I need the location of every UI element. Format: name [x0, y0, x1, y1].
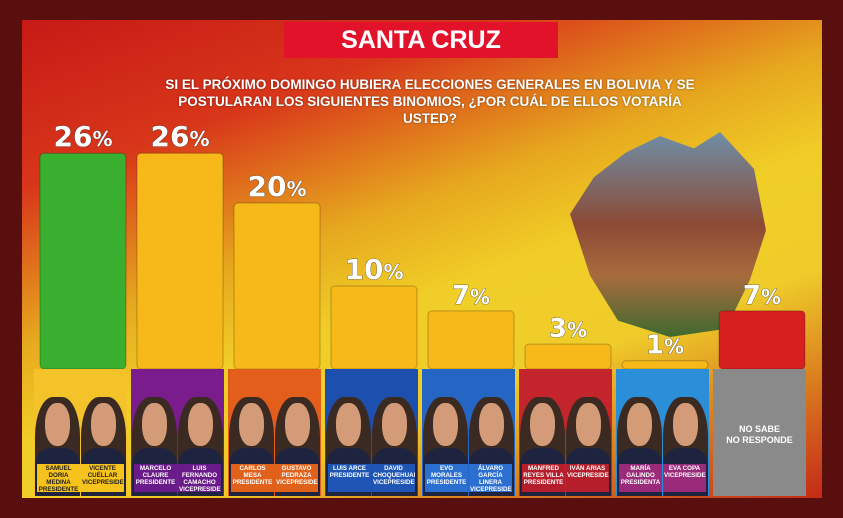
- face: [576, 402, 602, 447]
- bar-value-label-7: 1%: [646, 331, 684, 361]
- bar-1: [39, 152, 127, 370]
- vice-president-name-tag-role: VICEPRESIDENTA: [664, 472, 706, 479]
- bar-value-label-2: 26%: [150, 120, 209, 153]
- face: [238, 402, 264, 447]
- president-name-tag-name: SAMUEL DORIA MEDINA: [45, 465, 72, 486]
- president-name-tag-name: EVO MORALES: [431, 465, 462, 479]
- president-name-tag-name: MARÍA GALINDO: [626, 465, 655, 479]
- vice-president-name-tag-name: LUIS FERNANDO CAMACHO: [181, 465, 218, 486]
- face: [91, 402, 117, 447]
- no-response-line-2: NO RESPONDE: [726, 435, 793, 445]
- page-title: SANTA CRUZ: [284, 22, 558, 58]
- vice-president-name-tag-name: DAVID CHOQUEHUANCA: [373, 465, 415, 479]
- president-name-tag-role: PRESIDENTE: [329, 472, 370, 479]
- vice-president-name-tag: DAVID CHOQUEHUANCAVICEPRESIDENTE: [372, 464, 415, 492]
- face: [673, 402, 699, 447]
- president-name-tag-role: PRESIDENTE: [135, 479, 176, 486]
- vice-president-name-tag-role: VICEPRESIDENTE: [567, 472, 609, 479]
- face: [529, 402, 555, 447]
- bar-value-label-8: 7%: [743, 281, 781, 311]
- candidate-card-6: MANFRED REYES VILLA PRESIDENTE IVÁN ARIAS V…: [519, 369, 612, 496]
- vice-president-name-tag-name: IVÁN ARIAS: [569, 465, 606, 472]
- face: [382, 402, 408, 447]
- no-response-line-1: NO SABE: [738, 424, 780, 434]
- face: [626, 402, 652, 447]
- president-name-tag-name: MANFRED REYES VILLA: [523, 465, 564, 479]
- survey-question: SI EL PRÓXIMO DOMINGO HUBIERA ELECCIONES…: [150, 76, 710, 127]
- vice-president-name-tag-name: ÁLVARO GARCÍA LINERA: [477, 465, 504, 486]
- face: [188, 402, 214, 447]
- president-name-tag: SAMUEL DORIA MEDINA PRESIDENTE: [37, 464, 80, 492]
- bar-value-label-5: 7%: [452, 281, 490, 311]
- face: [285, 402, 311, 447]
- bar-value-label-1: 26%: [53, 120, 112, 153]
- survey-question-line-2: POSTULARAN LOS SIGUIENTES BINOMIOS, ¿POR…: [178, 94, 682, 126]
- president-name-tag-name: CARLOS MESA: [239, 465, 266, 479]
- president-name-tag-role: PRESIDENTE: [232, 479, 273, 486]
- vice-president-name-tag: LUIS FERNANDO CAMACHOVICEPRESIDENTE: [178, 464, 221, 492]
- no-response-card: NO SABE NO RESPONDE: [713, 369, 806, 496]
- vice-president-name-tag: IVÁN ARIASVICEPRESIDENTE: [566, 464, 609, 492]
- face: [141, 402, 167, 447]
- bar-5: [427, 310, 515, 370]
- bar-7: [621, 360, 709, 370]
- face: [432, 402, 458, 447]
- candidate-card-2: MARCELO CLAURE PRESIDENTE LUIS FERNANDO CA…: [131, 369, 224, 496]
- president-name-tag-role: PRESIDENTA: [620, 479, 661, 486]
- candidate-card-7: MARÍA GALINDO PRESIDENTA EVA COPA VICEPRESI…: [616, 369, 709, 496]
- president-name-tag-name: LUIS ARCE: [332, 465, 367, 472]
- president-name-tag-role: PRESIDENTE: [426, 479, 467, 486]
- face: [479, 402, 505, 447]
- vice-president-name-tag-role: VICEPRESIDENTE: [179, 486, 221, 492]
- president-name-tag-role: PRESIDENTE: [523, 479, 564, 486]
- no-response-label: NO SABE NO RESPONDE: [713, 424, 806, 446]
- bar-value-label-6: 3%: [549, 314, 587, 344]
- vice-president-name-tag: ÁLVARO GARCÍA LINERAVICEPRESIDENTE: [469, 464, 512, 492]
- candidate-card-3: CARLOS MESA PRESIDENTE GUSTAVO PEDRAZA VICE…: [228, 369, 321, 496]
- president-name-tag: MARÍA GALINDO PRESIDENTA: [619, 464, 662, 492]
- vice-president-name-tag-name: EVA COPA: [668, 465, 701, 472]
- bar-2: [136, 152, 224, 370]
- vice-president-name-tag: VICENTE CUÉLLARVICEPRESIDENTE: [81, 464, 124, 492]
- vice-president-name-tag: GUSTAVO PEDRAZAVICEPRESIDENTE: [275, 464, 318, 492]
- president-name-tag: LUIS ARCE PRESIDENTE: [328, 464, 371, 492]
- bar-4: [330, 285, 418, 370]
- face: [44, 402, 70, 447]
- survey-question-line-1: SI EL PRÓXIMO DOMINGO HUBIERA ELECCIONES…: [165, 77, 695, 92]
- president-name-tag-role: PRESIDENTE: [38, 486, 79, 492]
- president-name-tag-name: MARCELO CLAURE: [139, 465, 172, 479]
- candidate-card-1: SAMUEL DORIA MEDINA PRESIDENTE VICENTE CUÉ…: [34, 369, 127, 496]
- president-name-tag: MANFRED REYES VILLA PRESIDENTE: [522, 464, 565, 492]
- vice-president-name-tag-role: VICEPRESIDENTE: [470, 486, 512, 492]
- bar-3: [233, 202, 321, 370]
- face: [335, 402, 361, 447]
- vice-president-name-tag-role: VICEPRESIDENTE: [373, 479, 415, 486]
- president-name-tag: MARCELO CLAURE PRESIDENTE: [134, 464, 177, 492]
- president-name-tag: EVO MORALES PRESIDENTE: [425, 464, 468, 492]
- vice-president-name-tag-name: GUSTAVO PEDRAZA: [281, 465, 312, 479]
- bar-value-label-3: 20%: [247, 170, 306, 203]
- vice-president-name-tag-name: VICENTE CUÉLLAR: [87, 465, 118, 479]
- bar-8: [718, 310, 806, 370]
- vice-president-name-tag-role: VICEPRESIDENTE: [82, 479, 124, 486]
- vice-president-name-tag-role: VICEPRESIDENTE: [276, 479, 318, 486]
- candidate-card-5: EVO MORALES PRESIDENTE ÁLVARO GARCÍA LINER…: [422, 369, 515, 496]
- bar-6: [524, 343, 612, 370]
- bar-value-label-4: 10%: [344, 253, 403, 286]
- president-name-tag: CARLOS MESA PRESIDENTE: [231, 464, 274, 492]
- vice-president-name-tag: EVA COPAVICEPRESIDENTA: [663, 464, 706, 492]
